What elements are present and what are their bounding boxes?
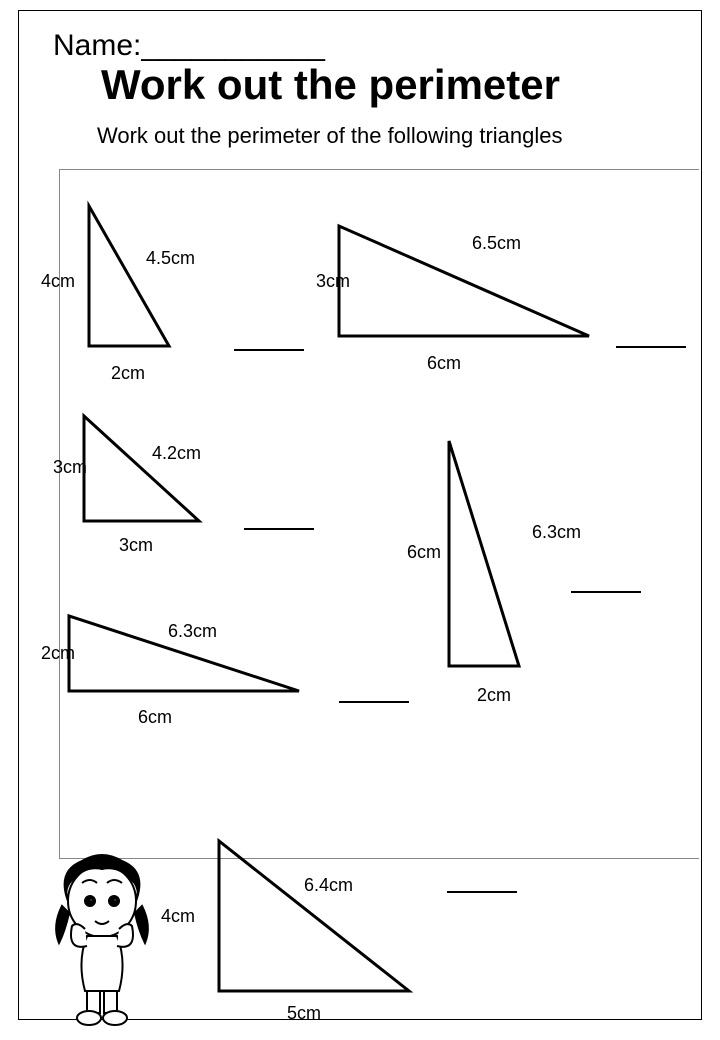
girl-thinking-icon — [47, 851, 157, 1026]
triangle-4 — [449, 441, 519, 666]
triangle-3-side-a: 3cm — [53, 457, 87, 478]
worksheet-page: Name:___________ Work out the perimeter … — [18, 10, 702, 1020]
triangle-6-side-b: 5cm — [287, 1003, 321, 1024]
triangle-1-side-b: 2cm — [111, 363, 145, 384]
triangle-4-side-a: 6cm — [407, 542, 441, 563]
triangle-1 — [89, 206, 169, 346]
answer-line-3[interactable] — [244, 528, 314, 530]
triangle-5-side-c: 6.3cm — [168, 621, 217, 642]
triangle-3 — [84, 416, 199, 521]
answer-line-2[interactable] — [616, 346, 686, 348]
triangle-6-side-c: 6.4cm — [304, 875, 353, 896]
triangle-4-side-b: 2cm — [477, 685, 511, 706]
page-subtitle: Work out the perimeter of the following … — [97, 123, 563, 149]
triangle-6 — [219, 841, 409, 991]
triangle-5-side-a: 2cm — [41, 643, 75, 664]
page-title: Work out the perimeter — [101, 61, 560, 109]
triangle-6-side-a: 4cm — [161, 906, 195, 927]
triangle-2 — [339, 226, 589, 336]
triangle-2-side-b: 6cm — [427, 353, 461, 374]
triangle-5-side-b: 6cm — [138, 707, 172, 728]
triangle-2-side-c: 6.5cm — [472, 233, 521, 254]
answer-line-4[interactable] — [571, 591, 641, 593]
triangle-4-side-c: 6.3cm — [532, 522, 581, 543]
answer-line-6[interactable] — [447, 891, 517, 893]
answer-line-1[interactable] — [234, 349, 304, 351]
triangle-3-side-b: 3cm — [119, 535, 153, 556]
triangle-3-side-c: 4.2cm — [152, 443, 201, 464]
answer-line-5[interactable] — [339, 701, 409, 703]
name-field-label[interactable]: Name:___________ — [53, 29, 325, 63]
triangle-1-side-a: 4cm — [41, 271, 75, 292]
triangle-2-side-a: 3cm — [316, 271, 350, 292]
triangle-1-side-c: 4.5cm — [146, 248, 195, 269]
